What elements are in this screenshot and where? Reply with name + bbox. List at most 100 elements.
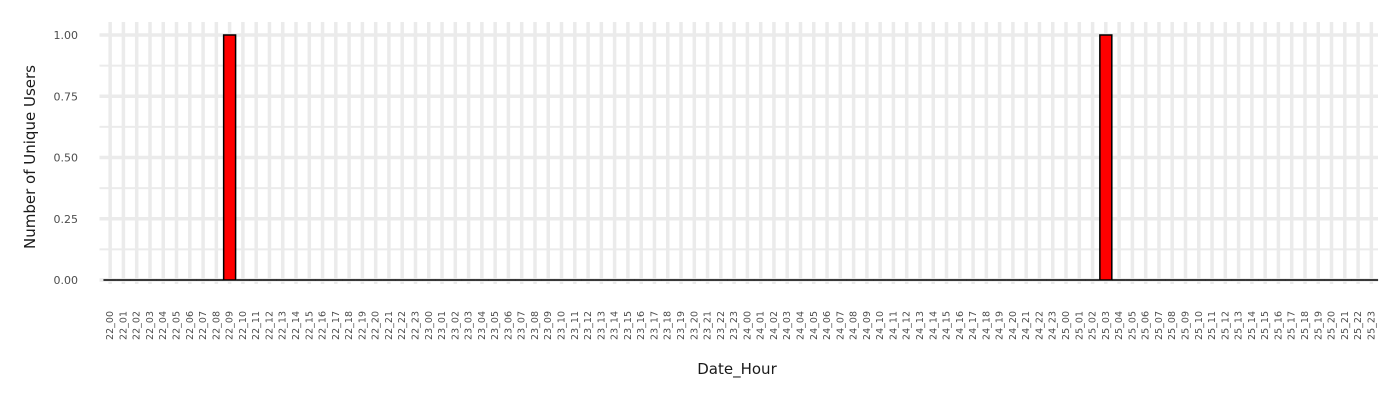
x-tick-label: 23_10 — [557, 311, 568, 340]
x-tick-label: 24_17 — [968, 311, 979, 340]
x-tick-label: 22_11 — [251, 311, 262, 340]
x-tick-label: 22_13 — [278, 311, 289, 340]
x-tick-label: 25_21 — [1340, 311, 1351, 340]
x-tick-label: 23_22 — [716, 311, 727, 340]
x-tick-label: 25_05 — [1127, 311, 1138, 340]
x-tick-label: 23_13 — [596, 311, 607, 340]
x-tick-label: 24_04 — [795, 311, 806, 340]
x-tick-label: 22_14 — [291, 311, 302, 340]
x-tick-label: 24_06 — [822, 311, 833, 340]
x-tick-label: 23_19 — [676, 311, 687, 340]
x-tick-label: 23_03 — [464, 311, 475, 340]
x-tick-label: 24_14 — [928, 311, 939, 340]
x-tick-label: 23_04 — [477, 311, 488, 340]
x-tick-label: 22_00 — [105, 311, 116, 340]
x-tick-label: 22_18 — [344, 311, 355, 340]
y-axis-ticks: 0.00 0.25 0.50 0.75 1.00 — [54, 29, 79, 287]
x-tick-label: 25_22 — [1353, 311, 1364, 340]
bar-25_03 — [1099, 34, 1113, 281]
y-tick-label: 0.00 — [54, 274, 79, 287]
x-tick-label: 23_08 — [530, 311, 541, 340]
y-tick-label: 0.25 — [54, 213, 79, 226]
x-tick-label: 24_03 — [782, 311, 793, 340]
x-axis-label: Date_Hour — [697, 360, 777, 379]
x-tick-label: 23_02 — [450, 311, 461, 340]
x-tick-label: 24_16 — [955, 311, 966, 340]
x-tick-label: 24_05 — [809, 311, 820, 340]
x-tick-label: 23_01 — [437, 311, 448, 340]
x-tick-label: 25_10 — [1194, 311, 1205, 340]
x-tick-label: 23_07 — [517, 311, 528, 340]
x-tick-label: 24_07 — [835, 311, 846, 340]
x-tick-label: 23_06 — [503, 311, 514, 340]
x-tick-label: 24_21 — [1021, 311, 1032, 340]
x-tick-label: 22_04 — [158, 311, 169, 340]
x-tick-label: 24_20 — [1008, 311, 1019, 340]
x-tick-label: 23_15 — [623, 311, 634, 340]
y-tick-label: 0.50 — [54, 152, 79, 165]
x-tick-label: 24_09 — [862, 311, 873, 340]
x-tick-label: 25_23 — [1366, 311, 1377, 340]
x-tick-label: 22_16 — [318, 311, 329, 340]
bars — [103, 34, 1379, 281]
x-tick-label: 23_17 — [649, 311, 660, 340]
x-tick-label: 22_03 — [145, 311, 156, 340]
x-tick-label: 25_13 — [1234, 311, 1245, 340]
y-tick-label: 1.00 — [54, 29, 79, 42]
x-tick-label: 23_18 — [663, 311, 674, 340]
x-tick-label: 22_21 — [384, 311, 395, 340]
x-tick-label: 24_02 — [769, 311, 780, 340]
x-tick-label: 25_07 — [1154, 311, 1165, 340]
x-tick-label: 23_14 — [610, 311, 621, 340]
x-tick-label: 23_21 — [703, 311, 714, 340]
x-tick-label: 22_07 — [198, 311, 209, 340]
x-tick-label: 24_13 — [915, 311, 926, 340]
x-tick-label: 22_20 — [371, 311, 382, 340]
x-tick-label: 22_09 — [225, 311, 236, 340]
x-tick-label: 22_15 — [304, 311, 315, 340]
x-tick-label: 22_08 — [211, 311, 222, 340]
x-tick-label: 25_19 — [1313, 311, 1324, 340]
x-tick-label: 22_19 — [357, 311, 368, 340]
x-axis-ticks: 22_00 22_01 22_02 22_03 22_04 22_05 22_06 22_07… — [105, 311, 1377, 340]
x-tick-label: 24_18 — [981, 311, 992, 340]
x-tick-label: 22_17 — [331, 311, 342, 340]
x-tick-label: 24_10 — [875, 311, 886, 340]
x-tick-label: 25_02 — [1088, 311, 1099, 340]
x-tick-label: 25_01 — [1074, 311, 1085, 340]
x-tick-label: 25_00 — [1061, 311, 1072, 340]
x-tick-label: 24_11 — [888, 311, 899, 340]
x-tick-label: 24_12 — [902, 311, 913, 340]
x-tick-label: 25_08 — [1167, 311, 1178, 340]
x-tick-label: 22_12 — [264, 311, 275, 340]
x-tick-label: 25_15 — [1260, 311, 1271, 340]
x-tick-label: 24_19 — [995, 311, 1006, 340]
x-tick-label: 22_05 — [172, 311, 183, 340]
x-tick-label: 25_04 — [1114, 311, 1125, 340]
x-tick-label: 25_17 — [1287, 311, 1298, 340]
x-tick-label: 22_10 — [238, 311, 249, 340]
x-tick-label: 23_16 — [636, 311, 647, 340]
grid-lines — [99, 22, 1378, 284]
x-tick-label: 22_22 — [397, 311, 408, 340]
x-tick-label: 25_09 — [1180, 311, 1191, 340]
x-tick-label: 23_23 — [729, 311, 740, 340]
x-tick-label: 22_02 — [132, 311, 143, 340]
x-tick-label: 24_22 — [1034, 311, 1045, 340]
x-tick-label: 25_20 — [1327, 311, 1338, 340]
x-tick-label: 23_11 — [570, 311, 581, 340]
x-tick-label: 24_01 — [756, 311, 767, 340]
x-tick-label: 25_16 — [1273, 311, 1284, 340]
x-tick-label: 24_00 — [742, 311, 753, 340]
x-tick-label: 25_12 — [1220, 311, 1231, 340]
x-tick-label: 22_23 — [410, 311, 421, 340]
x-tick-label: 22_01 — [118, 311, 129, 340]
x-tick-label: 25_11 — [1207, 311, 1218, 340]
bar-22_09 — [222, 34, 237, 281]
y-tick-label: 0.75 — [54, 90, 79, 103]
x-tick-label: 23_09 — [543, 311, 554, 340]
x-tick-label: 25_18 — [1300, 311, 1311, 340]
x-tick-label: 23_05 — [490, 311, 501, 340]
x-tick-label: 23_20 — [689, 311, 700, 340]
